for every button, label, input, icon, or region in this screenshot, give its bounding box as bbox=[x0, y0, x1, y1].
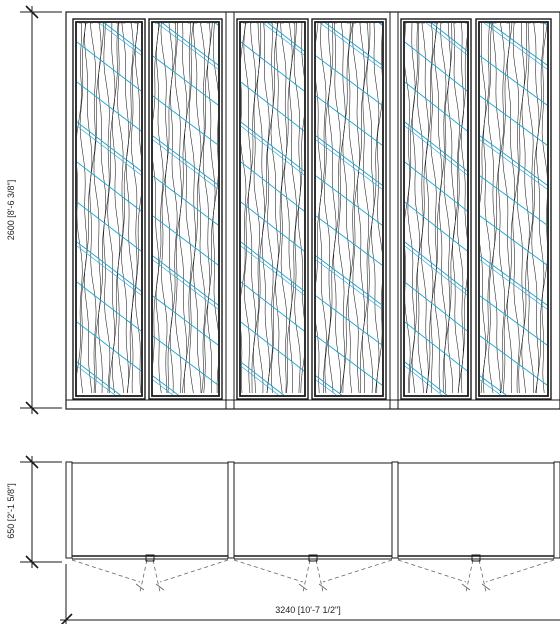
swing-line bbox=[152, 559, 161, 593]
door-panel bbox=[148, 18, 223, 400]
swing-line bbox=[135, 583, 145, 591]
door-panel bbox=[475, 18, 552, 400]
hinge-pivot bbox=[145, 554, 155, 562]
swing-line bbox=[298, 583, 308, 591]
width-dimension-label: 3240 [10'-7 1/2"] bbox=[275, 605, 340, 615]
door-panel bbox=[236, 18, 309, 400]
depth-dimension-label: 650 [2'-1 5/8"] bbox=[6, 483, 16, 538]
plan-depth-dimension bbox=[20, 455, 62, 569]
swing-line bbox=[71, 559, 141, 583]
hinge-pivot bbox=[471, 554, 481, 562]
elevation-height-dimension bbox=[20, 5, 62, 415]
total-width-dimension bbox=[60, 564, 560, 624]
swing-line bbox=[318, 583, 328, 591]
elevation-frame bbox=[65, 11, 560, 410]
door-panel bbox=[400, 18, 472, 400]
swing-line bbox=[139, 559, 148, 593]
swing-line bbox=[461, 583, 471, 591]
door-panels bbox=[72, 18, 552, 400]
swing-line bbox=[397, 559, 467, 583]
door-panel bbox=[72, 18, 146, 400]
swing-line bbox=[155, 583, 165, 591]
height-dimension-label: 2600 [8'-6 3/8"] bbox=[6, 180, 16, 240]
swing-line bbox=[485, 559, 555, 583]
swing-line bbox=[481, 583, 491, 591]
swing-line bbox=[302, 559, 311, 593]
swing-line bbox=[478, 559, 487, 593]
plan-view bbox=[65, 461, 560, 560]
door-panel bbox=[311, 18, 387, 400]
swing-line bbox=[322, 559, 393, 583]
swing-line bbox=[465, 559, 474, 593]
hinge-pivot bbox=[308, 554, 318, 562]
swing-line bbox=[233, 559, 304, 583]
door-swing-lines bbox=[71, 554, 555, 593]
swing-line bbox=[315, 559, 324, 593]
swing-line bbox=[159, 559, 229, 583]
